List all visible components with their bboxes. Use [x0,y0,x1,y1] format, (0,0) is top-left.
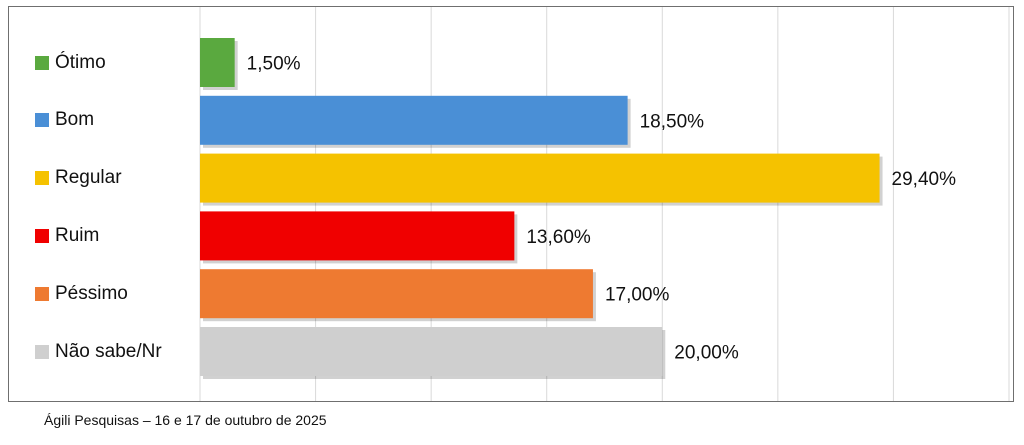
value-label: 13,60% [526,227,591,248]
bar-1 [200,38,235,87]
legend-label: Ótimo [55,51,106,73]
value-label: 20,00% [674,343,739,364]
value-label: 18,50% [640,111,705,132]
bar-2 [200,95,628,145]
bar-5 [200,269,593,319]
legend-item: Não sabe/Nr [35,340,162,364]
bars [200,38,883,379]
legend-item: Ruim [35,224,99,248]
legend-swatch [35,171,49,186]
legend-label: Bom [55,109,95,131]
legend-swatch [35,344,49,359]
legend-label: Ruim [55,224,100,246]
value-label: 29,40% [892,169,957,190]
legend-swatch [35,55,49,70]
legend-item: Bom [35,108,94,132]
chart-frame: 1,50% 18,50% 29,40% 13,60% 17,00% 20,00% Ótim… [8,6,1014,402]
legend-swatch [35,228,49,243]
legend-swatch [35,113,49,128]
bar-3 [200,153,880,203]
legend-swatch [35,286,49,301]
legend-item: Regular [35,166,122,190]
value-labels: 1,50% 18,50% 29,40% 13,60% 17,00% 20,00% [247,54,956,364]
legend-label: Péssimo [55,282,128,304]
legend-item: Péssimo [35,282,128,306]
gridlines [199,7,1010,401]
bar-chart: 1,50% 18,50% 29,40% 13,60% 17,00% 20,00% [199,7,1010,401]
value-label: 1,50% [247,54,301,75]
value-label: 17,00% [605,285,670,306]
bar-4 [200,211,515,261]
bar-6 [200,327,663,376]
legend-label: Regular [55,167,122,189]
legend-label: Não sabe/Nr [55,340,162,362]
source-note: Ágili Pesquisas – 16 e 17 de outubro de … [44,412,327,428]
legend-item: Ótimo [35,51,106,75]
